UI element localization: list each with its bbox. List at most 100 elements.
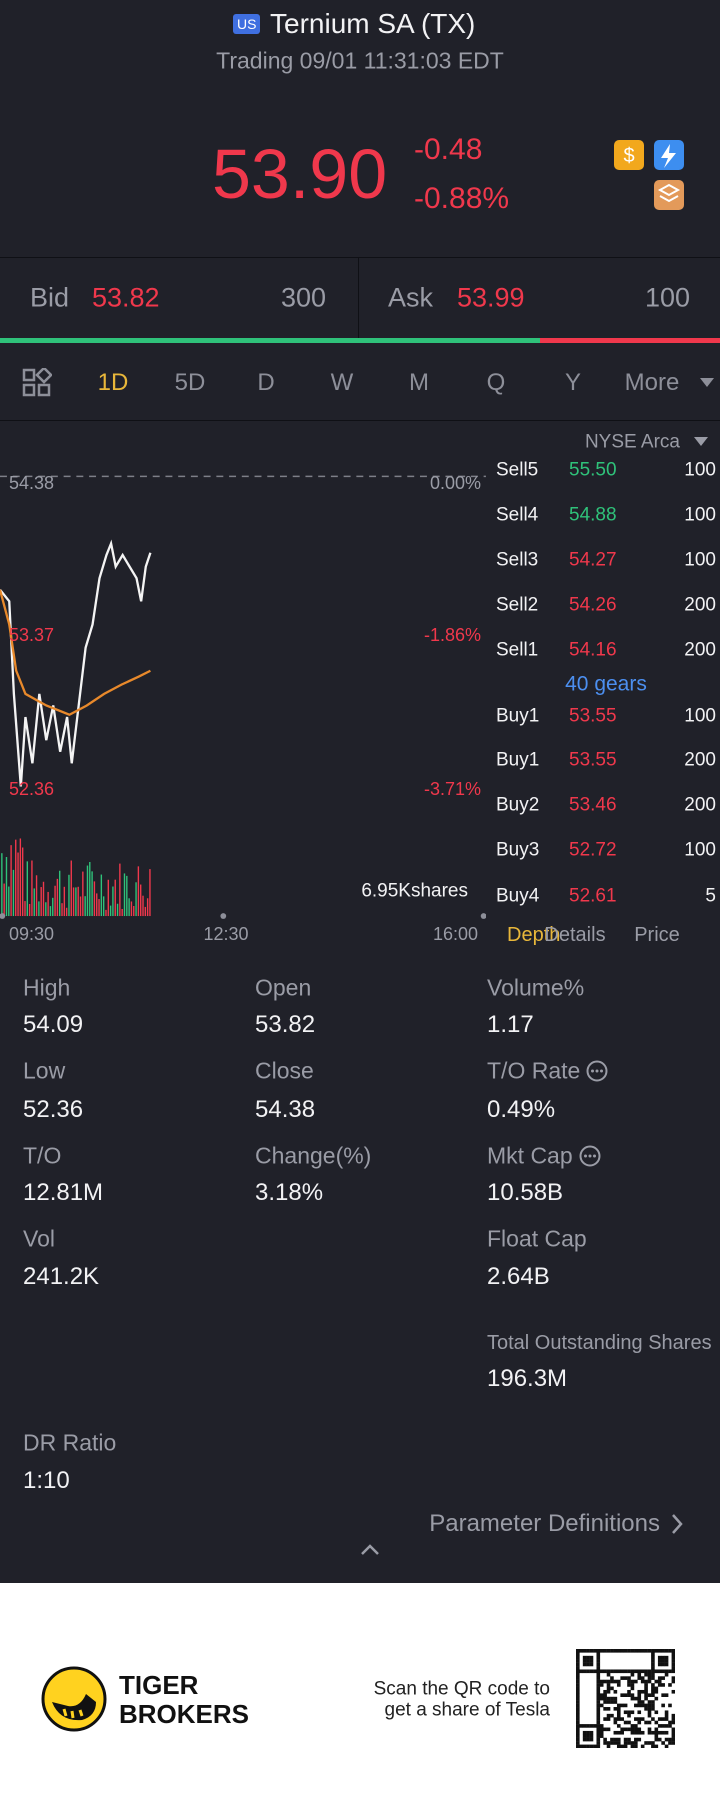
dollar-icon (614, 140, 644, 170)
time-label: 12:30 (203, 924, 249, 944)
period-tab[interactable]: 1D (97, 369, 129, 396)
stat-value: 53.82 (255, 1011, 316, 1038)
book-level: Sell2 (496, 594, 539, 616)
volume-bar (5, 857, 8, 917)
volume-bar (75, 887, 77, 917)
qr-code (576, 1649, 675, 1748)
info-icon[interactable] (578, 1144, 602, 1168)
volume-bar (45, 902, 47, 917)
volume-label: 6.95Kshares (361, 880, 468, 902)
stat-value: 54.38 (255, 1096, 316, 1123)
book-level: Sell1 (496, 639, 539, 661)
book-size: 200 (684, 794, 716, 816)
bid-label: Bid (30, 282, 70, 313)
volume-bar (15, 839, 17, 917)
gears: 40 gears (565, 672, 647, 696)
trading-status: Trading 09/01 11:31:03 EDT (216, 47, 504, 74)
stat-label: Total Outstanding Shares (487, 1332, 712, 1354)
volume-bar (19, 838, 22, 917)
stat-label: T/O Rate (487, 1057, 581, 1084)
stat-label: T/O (23, 1142, 62, 1169)
stat-label: Mkt Cap (487, 1142, 573, 1169)
volume-bar (89, 861, 91, 917)
book-level: Sell4 (496, 504, 539, 526)
tiger-logo (41, 1666, 107, 1732)
volume-bar (26, 861, 28, 917)
time-label: 16:00 (432, 924, 478, 944)
chart-label: 52.36 (9, 779, 55, 799)
period-tab[interactable]: 5D (174, 369, 206, 396)
book-level: Sell3 (496, 549, 539, 571)
book-price: 54.88 (569, 504, 617, 526)
period-tab[interactable]: Y (564, 369, 582, 396)
divider (0, 420, 720, 421)
volume-bar (61, 903, 63, 917)
volume-bar (91, 871, 93, 917)
book-tab[interactable]: Price (634, 924, 680, 946)
market-badge: US (233, 14, 261, 34)
bid-size: 300 (280, 282, 326, 313)
bid-price: 53.82 (92, 282, 160, 313)
quote-icons: $ (614, 140, 684, 210)
stat-label: High (23, 974, 71, 1001)
book-tab[interactable]: Details (544, 924, 606, 946)
volume-bar (12, 869, 15, 917)
volume-bar (17, 852, 19, 917)
dollar-glyph: $ (623, 145, 634, 167)
volume-bar (38, 901, 40, 917)
stat-label: Change(%) (255, 1142, 372, 1169)
book-size: 100 (684, 705, 716, 727)
volume-bar (47, 891, 49, 917)
volume-bar (130, 901, 133, 917)
stat-value: 1:10 (23, 1467, 70, 1494)
book-tab[interactable]: Depth (507, 924, 561, 946)
stat-value: 54.09 (23, 1011, 84, 1038)
volume-bar (139, 884, 142, 917)
info-icon[interactable] (585, 1059, 609, 1083)
volume-bar (105, 909, 107, 917)
chart-label: 54.38 (9, 473, 55, 493)
volume-bar (49, 906, 52, 917)
exchange[interactable]: NYSE Arca (584, 431, 680, 453)
volume-bar (84, 896, 86, 917)
ask-price: 53.99 (457, 282, 525, 313)
period-tab[interactable]: D (257, 369, 275, 396)
period-tab[interactable]: Q (486, 369, 506, 396)
stat-label: Float Cap (487, 1225, 587, 1252)
volume-bar (96, 893, 98, 917)
axis-dot (220, 913, 227, 919)
stat-value: 2.64B (487, 1263, 550, 1290)
period-tab[interactable]: W (330, 369, 354, 396)
divider (0, 257, 720, 258)
collapse-caret[interactable] (360, 1543, 380, 1557)
volume-bar (100, 874, 103, 917)
dropdown-arrow (700, 378, 714, 387)
dropdown-arrow (694, 437, 708, 446)
price-change: -0.48 (414, 133, 483, 166)
book-price: 54.16 (569, 639, 617, 661)
price-line (0, 539, 152, 787)
parameter-definitions[interactable]: Parameter Definitions (429, 1510, 660, 1537)
period-tab[interactable]: M (409, 369, 429, 396)
volume-bar (119, 863, 121, 917)
book-size: 200 (684, 594, 716, 616)
volume-bar (54, 885, 56, 917)
bid-ask-divider (358, 258, 359, 338)
book-size: 100 (684, 549, 716, 571)
book-size: 5 (705, 885, 716, 907)
volume-bar (42, 881, 45, 917)
volume-bar (56, 878, 59, 917)
stat-label: Low (23, 1057, 66, 1084)
layout-icon[interactable] (22, 368, 52, 398)
volume-bar (114, 879, 116, 917)
stat-value: 196.3M (487, 1365, 568, 1392)
book-price: 53.46 (569, 794, 617, 816)
volume-bar (33, 888, 35, 917)
brand: TIGER (119, 1670, 199, 1700)
stack-glyph (657, 183, 681, 203)
volume-bar (123, 873, 126, 917)
book-price: 54.26 (569, 594, 617, 616)
promo-text: get a share of Tesla (384, 1699, 550, 1721)
period-tab[interactable]: More (624, 369, 680, 396)
